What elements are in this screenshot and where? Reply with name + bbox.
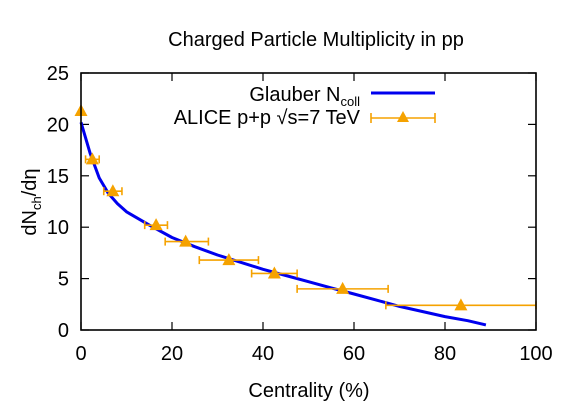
- alice-point-1: [84, 152, 100, 165]
- y-tick-label-3: 15: [47, 166, 69, 188]
- alice-marker-8: [454, 298, 468, 311]
- series-glauber-line: [79, 121, 487, 327]
- alice-marker-6: [267, 266, 281, 279]
- x-tick-label-0: 0: [75, 343, 86, 365]
- x-tick-label-1: 20: [161, 343, 183, 365]
- alice-marker-4: [179, 234, 193, 247]
- legend-swatch-alice: [370, 111, 436, 123]
- plot-frame: [80, 72, 537, 331]
- x-tick-label-3: 60: [343, 343, 365, 365]
- y-tick-label-0: 0: [58, 320, 69, 342]
- alice-point-6: [250, 266, 298, 279]
- alice-point-7: [296, 281, 389, 294]
- x-tick-label-2: 40: [252, 343, 274, 365]
- legend-glauber-main: Glauber N: [249, 84, 340, 106]
- y-tick-label-4: 20: [47, 114, 69, 136]
- alice-marker-1: [85, 152, 99, 165]
- alice-point-5: [198, 253, 260, 266]
- y-tick-label-2: 10: [47, 217, 69, 239]
- legend-label-alice: ALICE p+p √s=7 TeV: [174, 107, 361, 129]
- alice-point-3: [143, 218, 169, 231]
- y-axis-label-tail: /dη: [19, 168, 41, 196]
- chart-title: Charged Particle Multiplicity in pp: [168, 29, 464, 51]
- alice-point-4: [164, 234, 210, 247]
- legend: Glauber Ncoll ALICE p+p √s=7 TeV: [174, 84, 436, 129]
- alice-marker-2: [106, 184, 120, 197]
- series-layer: [74, 104, 537, 327]
- x-tick-label-5: 100: [519, 343, 552, 365]
- y-axis-label-main: dN: [19, 210, 41, 236]
- y-tick-label-1: 5: [58, 269, 69, 291]
- y-axis-label: dNch/dη: [19, 168, 44, 235]
- alice-marker-5: [222, 253, 236, 266]
- y-tick-label-5: 25: [47, 63, 69, 85]
- alice-marker-3: [149, 218, 163, 231]
- alice-marker-7: [336, 281, 350, 294]
- axis-ticks: 0 20 40 60 80 100 0 5 10 15 20 25: [47, 63, 553, 365]
- legend-glauber-sub: coll: [340, 94, 360, 109]
- y-axis-label-sub: ch: [29, 196, 44, 210]
- x-axis-label: Centrality (%): [248, 380, 369, 402]
- x-tick-label-4: 80: [434, 343, 456, 365]
- alice-point-2: [102, 184, 123, 197]
- legend-label-glauber: Glauber Ncoll: [249, 84, 360, 109]
